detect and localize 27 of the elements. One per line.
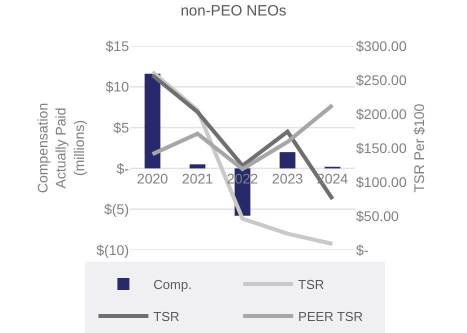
legend-label: TSR xyxy=(298,277,324,292)
x-tick-label: 2021 xyxy=(182,170,214,186)
legend-label: Comp. xyxy=(153,277,192,292)
y2-tick-label: $250.00 xyxy=(356,72,407,88)
x-tick-label: 2020 xyxy=(136,170,168,186)
bar xyxy=(144,74,160,168)
y2-axis-title: TSR Per $100 xyxy=(411,103,428,192)
y-axis-title: Compensation Actually Paid (millions) xyxy=(34,102,87,194)
x-tick-label: 2023 xyxy=(272,170,304,186)
bar xyxy=(280,152,296,168)
y-tick-label: $5 xyxy=(113,120,130,136)
y-tick-label: $10 xyxy=(106,78,130,95)
legend-label: TSR xyxy=(153,309,180,324)
y-tick-label: $15 xyxy=(106,38,130,54)
y2-tick-label: $100.00 xyxy=(356,174,407,190)
y2-tick-label: $- xyxy=(356,242,369,258)
chart-title: non-PEO NEOs xyxy=(180,2,286,20)
y-tick-label: $(10) xyxy=(96,242,129,258)
legend-label: PEER TSR xyxy=(298,309,363,324)
y2-tick-label: $50.00 xyxy=(356,208,400,224)
y2-tick-label: $150.00 xyxy=(356,140,407,156)
line-series xyxy=(150,103,334,172)
y2-tick-label: $300.00 xyxy=(356,38,407,54)
bar xyxy=(190,164,206,168)
y2-tick-label: $200.00 xyxy=(356,106,407,122)
y-tick-label: $- xyxy=(116,160,130,176)
y-tick-label: $(5) xyxy=(104,201,129,218)
